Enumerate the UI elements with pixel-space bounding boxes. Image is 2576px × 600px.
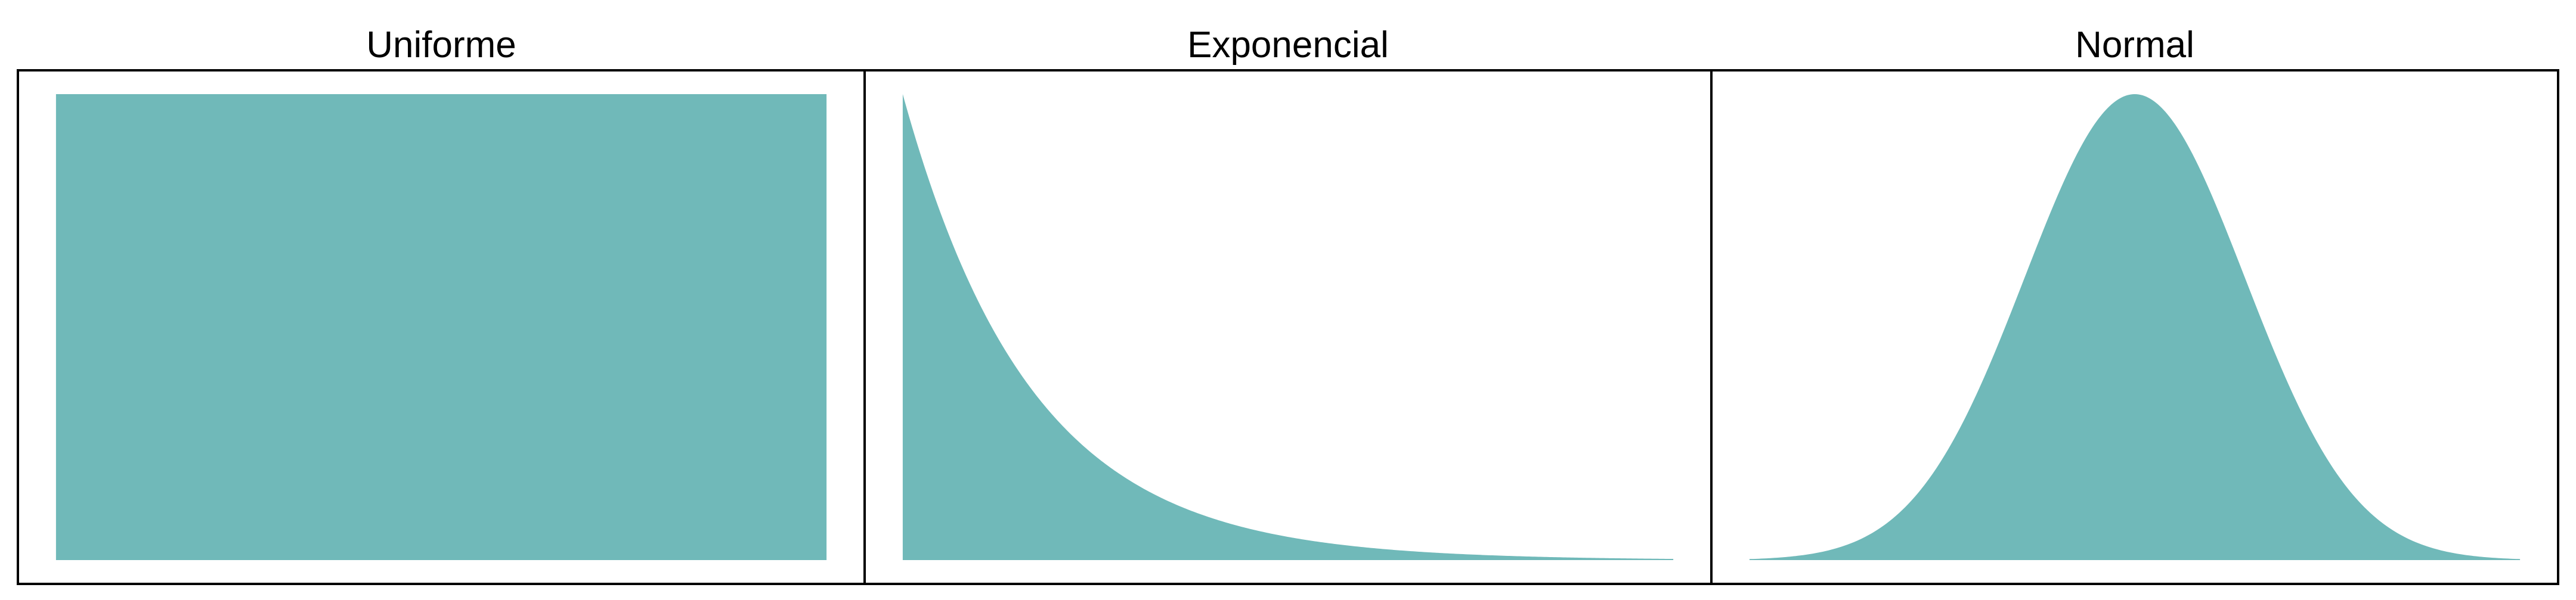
density-area-exponential [902,94,1674,560]
panel-frame-normal [1710,69,2559,585]
panel-title-exponential: Exponencial [1187,24,1389,66]
facet-panels: Uniforme Exponencial Normal [17,24,2559,585]
density-area-uniform [55,94,827,560]
panel-title-normal: Normal [2075,24,2194,66]
panel-title-uniform: Uniforme [366,24,516,66]
density-area-normal [1749,94,2521,560]
